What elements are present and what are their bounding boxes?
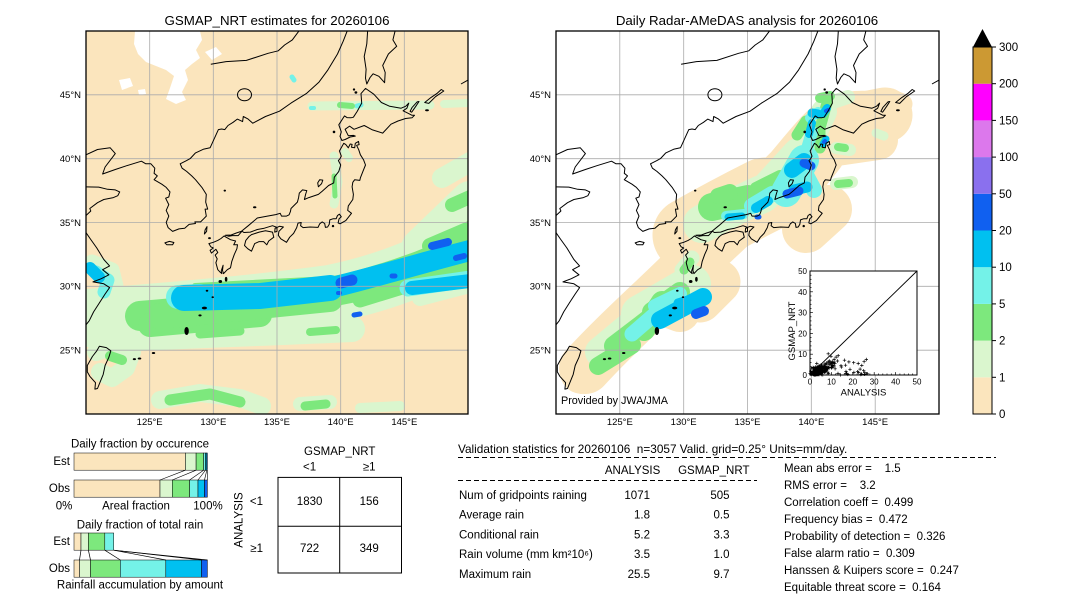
svg-text:100%: 100%: [193, 501, 222, 513]
svg-text:ANALYSIS: ANALYSIS: [841, 388, 887, 399]
svg-text:GSMAP_NRT estimates for 202601: GSMAP_NRT estimates for 20260106: [165, 13, 390, 28]
svg-text:722: 722: [300, 543, 319, 555]
svg-text:5: 5: [999, 299, 1005, 311]
svg-text:130°E: 130°E: [671, 417, 697, 428]
svg-text:0%: 0%: [56, 501, 73, 513]
svg-text:0.5: 0.5: [714, 510, 730, 522]
svg-text:<1: <1: [303, 462, 316, 474]
svg-text:10: 10: [798, 350, 807, 359]
svg-text:<1: <1: [250, 496, 263, 508]
svg-text:Rain volume (mm km²10⁶): Rain volume (mm km²10⁶): [459, 549, 593, 561]
svg-text:Areal fraction: Areal fraction: [102, 501, 170, 513]
svg-text:2: 2: [999, 336, 1005, 348]
svg-text:25°N: 25°N: [60, 346, 81, 357]
svg-text:20: 20: [798, 329, 807, 338]
svg-text:35°N: 35°N: [530, 218, 551, 229]
svg-text:Conditional rain: Conditional rain: [459, 529, 539, 541]
svg-text:0: 0: [803, 371, 808, 380]
svg-text:156: 156: [360, 496, 379, 508]
svg-text:ANALYSIS: ANALYSIS: [234, 492, 246, 548]
svg-text:GSMAP_NRT: GSMAP_NRT: [678, 465, 749, 477]
svg-text:30°N: 30°N: [530, 282, 551, 293]
svg-text:25.5: 25.5: [628, 569, 650, 581]
svg-text:3.3: 3.3: [714, 529, 730, 541]
svg-text:50: 50: [913, 378, 922, 387]
svg-text:ANALYSIS: ANALYSIS: [605, 465, 661, 477]
svg-text:Correlation coeff = 0.499: Correlation coeff = 0.499: [784, 497, 913, 509]
svg-text:9.7: 9.7: [714, 569, 730, 581]
svg-text:Est: Est: [53, 536, 70, 548]
svg-text:Hanssen & Kuipers score = 0.2: Hanssen & Kuipers score = 0.247: [784, 565, 959, 577]
svg-text:10: 10: [999, 262, 1012, 274]
svg-text:40: 40: [798, 288, 807, 297]
svg-text:45°N: 45°N: [530, 90, 551, 101]
svg-text:40°N: 40°N: [60, 154, 81, 165]
svg-text:RMS error = 3.2: RMS error = 3.2: [784, 480, 876, 492]
svg-text:30°N: 30°N: [60, 282, 81, 293]
svg-text:25°N: 25°N: [530, 346, 551, 357]
svg-text:349: 349: [360, 543, 379, 555]
svg-text:Mean abs error = 1.5: Mean abs error = 1.5: [784, 463, 901, 475]
svg-text:Obs: Obs: [49, 563, 70, 575]
svg-text:False alarm ratio = 0.309: False alarm ratio = 0.309: [784, 548, 915, 560]
svg-text:Daily fraction by occurence: Daily fraction by occurence: [71, 439, 209, 451]
svg-text:Provided by JWA/JMA: Provided by JWA/JMA: [561, 395, 669, 407]
svg-text:Maximum rain: Maximum rain: [459, 569, 531, 581]
svg-text:Average rain: Average rain: [459, 510, 524, 522]
svg-text:20: 20: [999, 226, 1012, 238]
svg-text:1.8: 1.8: [634, 510, 650, 522]
svg-text:GSMAP_NRT: GSMAP_NRT: [787, 301, 798, 360]
svg-text:45°N: 45°N: [60, 90, 81, 101]
svg-text:10: 10: [827, 378, 836, 387]
svg-text:Equitable threat score = 0.16: Equitable threat score = 0.164: [784, 582, 942, 594]
svg-text:Probability of detection = 0.: Probability of detection = 0.326: [784, 531, 945, 543]
svg-text:Obs: Obs: [49, 483, 70, 495]
svg-text:135°E: 135°E: [264, 417, 290, 428]
svg-text:1: 1: [999, 372, 1005, 384]
svg-text:5.2: 5.2: [634, 529, 650, 541]
svg-text:100: 100: [999, 152, 1018, 164]
svg-text:130°E: 130°E: [200, 417, 226, 428]
svg-text:0: 0: [808, 378, 813, 387]
svg-text:125°E: 125°E: [137, 417, 163, 428]
svg-text:≥1: ≥1: [363, 462, 376, 474]
svg-text:125°E: 125°E: [607, 417, 633, 428]
svg-text:145°E: 145°E: [862, 417, 888, 428]
svg-text:0: 0: [999, 409, 1005, 421]
svg-text:50: 50: [999, 189, 1012, 201]
svg-text:40: 40: [891, 378, 900, 387]
svg-text:50: 50: [798, 267, 807, 276]
svg-text:135°E: 135°E: [735, 417, 761, 428]
svg-text:Est: Est: [53, 456, 70, 468]
svg-text:≥1: ≥1: [250, 543, 263, 555]
svg-text:3.5: 3.5: [634, 549, 650, 561]
svg-text:Daily fraction of total rain: Daily fraction of total rain: [77, 520, 204, 532]
svg-text:GSMAP_NRT: GSMAP_NRT: [304, 446, 375, 458]
svg-text:145°E: 145°E: [391, 417, 417, 428]
svg-text:140°E: 140°E: [328, 417, 354, 428]
svg-text:35°N: 35°N: [60, 218, 81, 229]
svg-text:1830: 1830: [297, 496, 323, 508]
svg-text:Num of gridpoints raining: Num of gridpoints raining: [459, 490, 587, 502]
svg-text:Validation statistics for 2026: Validation statistics for 20260106 n=305…: [458, 442, 847, 456]
svg-text:150: 150: [999, 115, 1018, 127]
svg-text:200: 200: [999, 79, 1018, 91]
svg-text:Frequency bias = 0.472: Frequency bias = 0.472: [784, 514, 908, 526]
svg-text:30: 30: [798, 309, 807, 318]
svg-text:1.0: 1.0: [714, 549, 730, 561]
svg-text:140°E: 140°E: [798, 417, 824, 428]
svg-text:20: 20: [848, 378, 857, 387]
svg-text:40°N: 40°N: [530, 154, 551, 165]
svg-text:505: 505: [710, 490, 729, 502]
svg-text:1071: 1071: [624, 490, 650, 502]
svg-text:300: 300: [999, 42, 1018, 54]
svg-text:30: 30: [870, 378, 879, 387]
svg-text:Rainfall accumulation by amoun: Rainfall accumulation by amount: [57, 580, 224, 592]
svg-text:Daily Radar-AMeDAS analysis fo: Daily Radar-AMeDAS analysis for 20260106: [616, 13, 878, 28]
